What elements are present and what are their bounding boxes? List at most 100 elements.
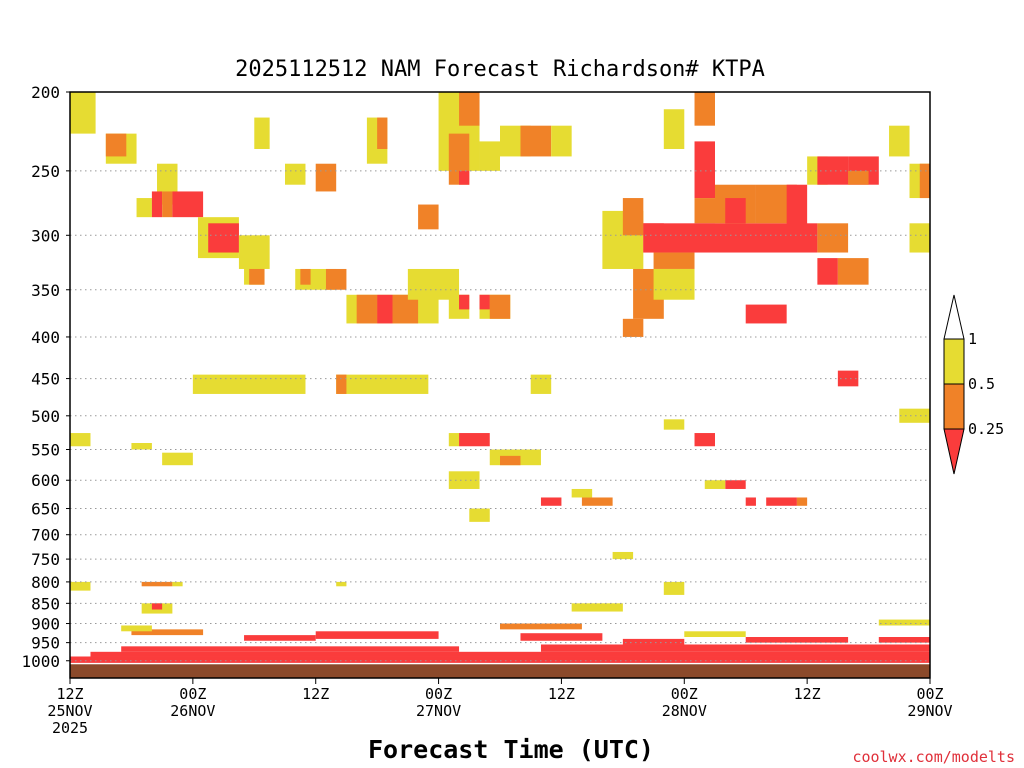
ri-cell [540,644,930,652]
ri-cell [622,318,644,337]
ri-cell [300,268,311,285]
ri-cell [500,455,521,466]
ri-cell [356,294,378,324]
ri-cell [540,497,562,506]
ri-cell [684,631,746,638]
ri-cell [418,204,439,230]
ri-cell [581,497,613,506]
ri-cell [70,433,91,447]
ri-cell [459,170,470,185]
x-tick-label: 26NOV [170,702,215,720]
ri-cell [694,433,715,447]
x-tick-label: 12Z [302,685,329,703]
ri-cell [70,92,96,134]
y-tick-label: 650 [31,500,60,519]
y-tick-label: 500 [31,407,60,426]
x-tick-label: 2025 [52,719,88,737]
ri-cell [315,163,337,192]
ri-cell [745,497,756,506]
ri-cell [745,304,787,324]
ri-cell [878,637,930,643]
x-tick-label: 00Z [671,685,698,703]
ri-cell [131,629,204,636]
ri-cell [208,223,239,253]
ri-cell [479,141,500,171]
ri-cell [285,163,306,185]
ri-cell [817,156,849,185]
ri-cell [500,623,582,630]
ri-cell [448,471,480,489]
ri-cell [786,184,808,236]
y-tick-label: 400 [31,328,60,347]
ri-cell [653,268,695,300]
ri-cell [448,433,460,447]
ri-cell [121,646,460,652]
ri-cell [325,268,347,290]
x-tick-label: 27NOV [416,702,461,720]
ri-cell [571,488,593,498]
ri-shading [70,92,930,663]
y-tick-label: 900 [31,615,60,634]
ri-cell [377,117,388,149]
ri-cell [172,581,183,587]
ri-cell [162,452,193,466]
ri-cell [469,508,490,522]
ri-cell [571,603,623,612]
ri-cell [745,637,849,643]
ri-cell [151,191,163,218]
ri-cell [663,419,685,430]
x-tick-label: 12Z [56,685,83,703]
y-tick-label: 250 [31,162,60,181]
ri-cell [407,268,460,300]
ri-cell [105,133,127,157]
ri-cell [131,443,152,450]
ri-cell [162,191,173,218]
legend-label-1: 1 [968,330,977,348]
ri-cell [121,625,152,632]
ri-cell [336,374,347,394]
ri-cell [663,109,685,149]
legend-label-025: 0.25 [968,420,1004,438]
pressure-gridlines [70,170,930,662]
ri-cell [254,117,270,149]
ri-cell [725,198,746,224]
ri-cell [172,191,204,218]
y-tick-label: 200 [31,83,60,102]
ri-cell [622,198,644,236]
legend-label-05: 0.5 [968,375,995,393]
ri-cell [459,433,490,447]
x-tick-label: 25NOV [47,702,92,720]
ri-cell [919,163,930,199]
ri-cell [766,497,797,506]
ri-cell [90,651,930,657]
legend-arrow-high [943,294,965,340]
ri-cell [612,551,634,560]
ri-cell [336,374,429,394]
chart-title: 2025112512 NAM Forecast Richardson# KTPA [235,57,765,82]
ri-cell [817,223,849,253]
ri-cell [479,294,490,310]
y-tick-label: 800 [31,573,60,592]
y-tick-label: 550 [31,440,60,459]
ground-band [70,664,930,678]
x-tick-label: 00Z [179,685,206,703]
ri-cell [530,374,552,394]
ri-cell [725,480,746,489]
color-legend: 1 0.5 0.25 [943,294,1004,475]
legend-bin-orange [943,383,965,430]
ri-cell [489,294,511,319]
y-tick-label: 300 [31,226,60,245]
ri-cell [192,374,306,394]
y-axis-ticks: 200 250 300 350 400 450 500 550 600 650 700 750 800 8… [21,83,70,671]
y-tick-label: 750 [31,550,60,569]
ri-cell [899,408,930,423]
ri-cell [249,268,265,285]
ri-cell [694,92,715,126]
ri-cell [796,497,808,506]
ri-cell [136,198,152,218]
ri-cell [694,141,715,199]
ri-cell [837,258,869,285]
ri-cell [336,581,347,587]
ri-cell [848,170,869,185]
ri-cell [70,656,930,663]
